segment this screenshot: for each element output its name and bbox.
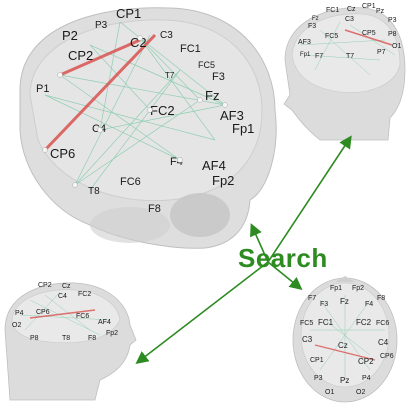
electrode-label: O1	[325, 389, 334, 396]
electrode-label: FC2	[150, 103, 175, 118]
electrode-label: P7	[377, 49, 386, 56]
electrode-label: O2	[356, 389, 365, 396]
top-right-head-view: FC1 Cz CP1 Pz P3 F3 C3 AF3 FC5 CP5 P8 O1…	[283, 3, 406, 141]
electrode-label: CP5	[362, 30, 376, 37]
electrode-label: Pz	[376, 8, 385, 15]
electrode-label: F7	[315, 53, 323, 60]
electrode-label: F8	[148, 203, 161, 215]
electrode-label: F3	[320, 301, 328, 308]
electrode-label: FC6	[376, 320, 389, 327]
electrode-label: O2	[12, 322, 21, 329]
arrow-to-main	[250, 223, 269, 263]
electrode-label: C4	[58, 293, 67, 300]
electrode-label: C3	[302, 335, 313, 344]
arrow-to-bottom-left	[135, 261, 269, 364]
electrode-label: FC2	[356, 318, 372, 327]
electrode-label: O1	[392, 43, 401, 50]
electrode-label: Fz	[205, 88, 219, 103]
electrode-label: Fz	[312, 16, 319, 22]
electrode-label: P4	[362, 375, 371, 382]
electrode-label: Fp2	[212, 173, 234, 188]
main-head-view: CP1 P3 P2 CP2 C2 C3 FC1 FC5 F3 Fz AF3 Fp…	[19, 6, 277, 249]
bottom-left-head-view: CP2 Cz C4 FC2 P4 CP6 FC6 AF4 O2 P8 T8 F8…	[4, 282, 137, 401]
electrode-label: FC1	[326, 7, 339, 14]
electrode-label: Cz	[62, 283, 71, 290]
electrode-label: Cz	[338, 341, 348, 350]
main-electrode-labels: CP1 P3 P2 CP2 C2 C3 FC1 FC5 F3 Fz AF3 Fp…	[36, 6, 254, 215]
electrode-label: C4	[378, 338, 389, 347]
electrode-label: CP6	[380, 353, 394, 360]
electrode-label: FC6	[120, 176, 141, 188]
electrode-label: Fp2	[106, 330, 118, 337]
electrode-label: P1	[36, 83, 49, 95]
electrode-label: CP1	[362, 3, 376, 10]
main-strong-links	[43, 33, 157, 152]
search-arrows	[135, 135, 352, 364]
electrode-label: FC1	[318, 318, 334, 327]
electrode-label: T8	[62, 335, 70, 342]
electrode-label: F3	[212, 71, 225, 83]
electrode-label: CP6	[50, 146, 75, 161]
electrode-label: P3	[95, 20, 108, 31]
electrode-label: P3	[314, 375, 323, 382]
electrode-label: Fp1	[330, 285, 342, 292]
electrode-label: FC5	[198, 60, 215, 70]
electrode-label: FC5	[325, 33, 338, 40]
electrode-label: CP2	[38, 282, 52, 289]
electrode-label: P4	[15, 310, 24, 317]
electrode-label: T7	[165, 71, 175, 80]
electrode-label: F8	[88, 335, 96, 342]
electrode-label: AF4	[98, 319, 111, 326]
arrow-to-top-right	[267, 135, 352, 263]
electrode-label: T7	[346, 53, 354, 60]
electrode-label: P2	[62, 28, 78, 43]
electrode-label: Fz	[340, 297, 349, 306]
electrode-label: P8	[30, 335, 39, 342]
electrode-label: C3	[160, 30, 173, 41]
arrow-to-bottom-right	[267, 261, 303, 291]
electrode-label: Pz	[340, 376, 349, 385]
electrode-label: FC5	[300, 320, 313, 327]
electrode-label: AF3	[298, 39, 311, 46]
main-electrode-dots	[42, 35, 228, 188]
electrode-label: Fp1	[232, 121, 254, 136]
electrode-label: T8	[88, 186, 100, 197]
electrode-label: AF3	[220, 108, 244, 123]
electrode-label: Fp1	[300, 52, 311, 58]
electrode-label: Cz	[347, 6, 356, 13]
electrode-label: Fp2	[352, 285, 364, 292]
electrode-label: CP6	[36, 309, 50, 316]
electrode-label: CP1	[116, 6, 141, 21]
electrode-label: F3	[308, 23, 316, 30]
electrode-label: CP1	[310, 357, 324, 364]
electrode-label: CP2	[358, 357, 374, 366]
electrode-label: F7	[308, 295, 316, 302]
electrode-label: P3	[388, 17, 397, 24]
electrode-label: AF4	[202, 158, 226, 173]
electrode-label: FC2	[78, 291, 91, 298]
search-label: Search	[238, 243, 328, 273]
electrode-label: C3	[345, 16, 354, 23]
electrode-label: FC6	[76, 313, 89, 320]
electrode-label: CP2	[68, 48, 93, 63]
main-links	[44, 21, 226, 191]
bottom-right-head-view: Fp1 Fp2 F7 F3 Fz F4 F8 FC5 FC1 FC2 FC6 C…	[292, 276, 398, 403]
electrode-label: FC1	[180, 43, 201, 55]
electrode-label: F4	[365, 301, 373, 308]
electrode-label: F8	[377, 295, 385, 302]
electrode-label: P8	[388, 31, 397, 38]
